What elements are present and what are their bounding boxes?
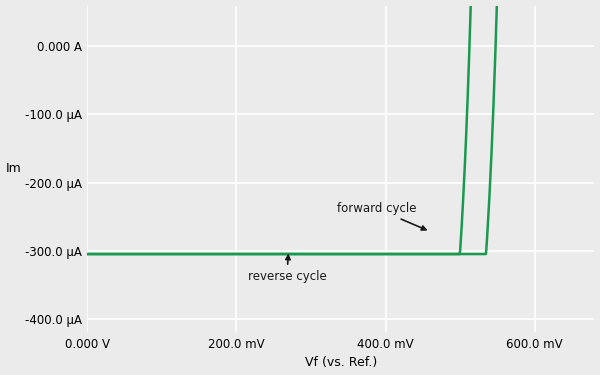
Text: reverse cycle: reverse cycle [248, 255, 326, 283]
Text: forward cycle: forward cycle [337, 202, 426, 230]
Y-axis label: Im: Im [5, 162, 22, 176]
X-axis label: Vf (vs. Ref.): Vf (vs. Ref.) [305, 357, 377, 369]
